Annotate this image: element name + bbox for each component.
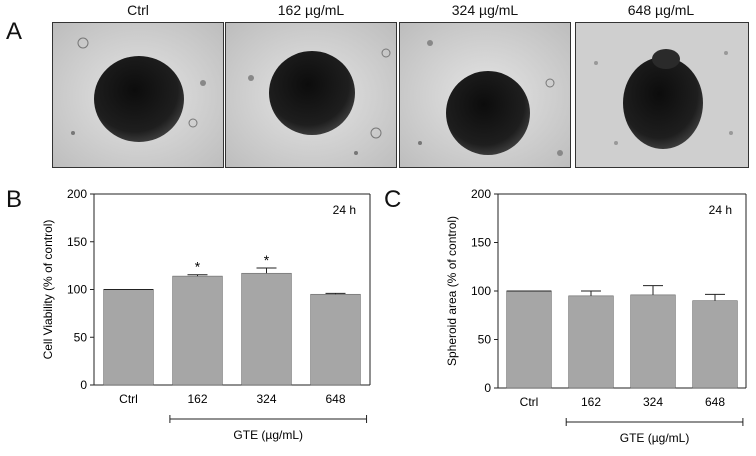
x-tick-label: 162 [187,392,207,406]
y-tick-label: 50 [74,330,88,344]
bar-324 [630,294,676,389]
spheroid-image-648 [576,23,748,167]
time-annotation: 24 h [333,203,356,217]
micrograph-162 [225,22,397,168]
bar-324 [241,272,292,386]
significance-marker: * [264,252,270,268]
panel-a-letter: A [6,18,23,45]
x-tick-label: 648 [325,392,345,406]
bar-Ctrl [103,289,154,386]
x-tick-label: 648 [705,395,725,409]
x-axis-label: GTE (µg/mL) [233,428,303,442]
y-tick-label: 0 [80,378,87,392]
micrograph-324 [399,22,571,168]
x-axis-label: GTE (µg/mL) [620,431,690,445]
spheroid-image-324 [400,23,570,167]
y-axis-label: Cell Viability (% of control) [41,220,55,360]
image-label-648: 648 µg/mL [627,2,695,18]
significance-marker: * [195,259,201,275]
bar-648 [692,300,738,389]
y-tick-label: 200 [471,187,491,201]
spheroid-area-chart: 0 50 100 150 200 Ctrl 162 324 648 GTE (µg/mL) 24 h… [445,187,747,445]
x-tick-label: 324 [256,392,276,406]
micrograph-648 [575,22,749,168]
x-tick-label: Ctrl [520,395,539,409]
y-tick-label: 150 [471,236,491,250]
image-label-324: 324 µg/mL [451,2,519,18]
bar-162 [172,275,223,386]
spheroid-image-162 [226,23,396,167]
bar-648 [310,293,361,386]
time-annotation: 24 h [709,203,732,217]
image-label-162: 162 µg/mL [277,2,345,18]
x-tick-label: 324 [643,395,663,409]
y-tick-label: 100 [471,284,491,298]
micrograph-ctrl [52,22,224,168]
y-tick-label: 50 [478,333,492,347]
bar-162 [568,295,614,389]
y-tick-label: 150 [67,235,87,249]
cell-viability-chart: 0 50 100 150 200 Ctrl * 162 * 324 648 GTE (µg/mL) 24… [41,187,371,442]
y-tick-label: 0 [484,381,491,395]
panel-b-letter: B [6,186,23,213]
panel-c-letter: C [384,186,402,213]
y-axis-label: Spheroid area (% of control) [445,216,459,366]
x-tick-label: 162 [581,395,601,409]
bar-Ctrl [506,290,552,389]
y-tick-label: 100 [67,283,87,297]
spheroid-image-ctrl [53,23,223,167]
image-label-ctrl: Ctrl [127,2,149,18]
x-tick-label: Ctrl [119,392,138,406]
y-tick-label: 200 [67,187,87,201]
